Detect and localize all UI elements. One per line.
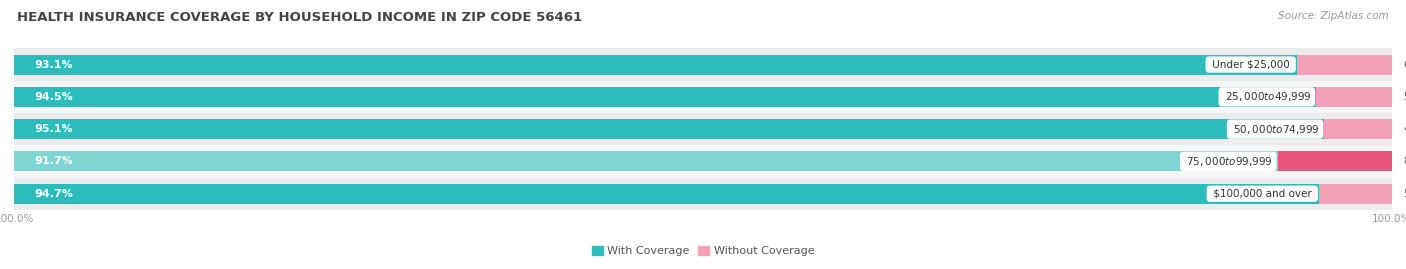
Bar <box>14 48 1392 81</box>
Text: 95.1%: 95.1% <box>35 124 73 134</box>
Bar <box>14 178 1392 210</box>
Bar <box>14 87 1316 107</box>
Text: HEALTH INSURANCE COVERAGE BY HOUSEHOLD INCOME IN ZIP CODE 56461: HEALTH INSURANCE COVERAGE BY HOUSEHOLD I… <box>17 11 582 24</box>
Bar <box>14 81 1392 113</box>
Text: 6.9%: 6.9% <box>1403 59 1406 70</box>
Text: $100,000 and over: $100,000 and over <box>1209 189 1315 199</box>
Bar <box>1316 87 1392 107</box>
Bar <box>14 145 1392 178</box>
Bar <box>1296 55 1392 75</box>
Bar <box>1278 151 1392 171</box>
Text: 5.5%: 5.5% <box>1403 92 1406 102</box>
Bar <box>14 55 1296 75</box>
Text: 8.3%: 8.3% <box>1403 156 1406 167</box>
Text: 94.5%: 94.5% <box>35 92 73 102</box>
Legend: With Coverage, Without Coverage: With Coverage, Without Coverage <box>588 242 818 261</box>
Text: Source: ZipAtlas.com: Source: ZipAtlas.com <box>1278 11 1389 21</box>
Text: 91.7%: 91.7% <box>35 156 73 167</box>
Text: Under $25,000: Under $25,000 <box>1209 59 1292 70</box>
Bar <box>14 184 1319 204</box>
Bar <box>14 113 1392 145</box>
Text: $75,000 to $99,999: $75,000 to $99,999 <box>1182 155 1274 168</box>
Text: 5.3%: 5.3% <box>1403 189 1406 199</box>
Text: 4.9%: 4.9% <box>1403 124 1406 134</box>
Bar <box>14 151 1278 171</box>
Text: $25,000 to $49,999: $25,000 to $49,999 <box>1222 90 1312 103</box>
Bar <box>1324 119 1392 139</box>
Text: 94.7%: 94.7% <box>35 189 73 199</box>
Bar <box>14 119 1324 139</box>
Text: 93.1%: 93.1% <box>35 59 73 70</box>
Text: $50,000 to $74,999: $50,000 to $74,999 <box>1230 123 1320 136</box>
Bar <box>1319 184 1392 204</box>
